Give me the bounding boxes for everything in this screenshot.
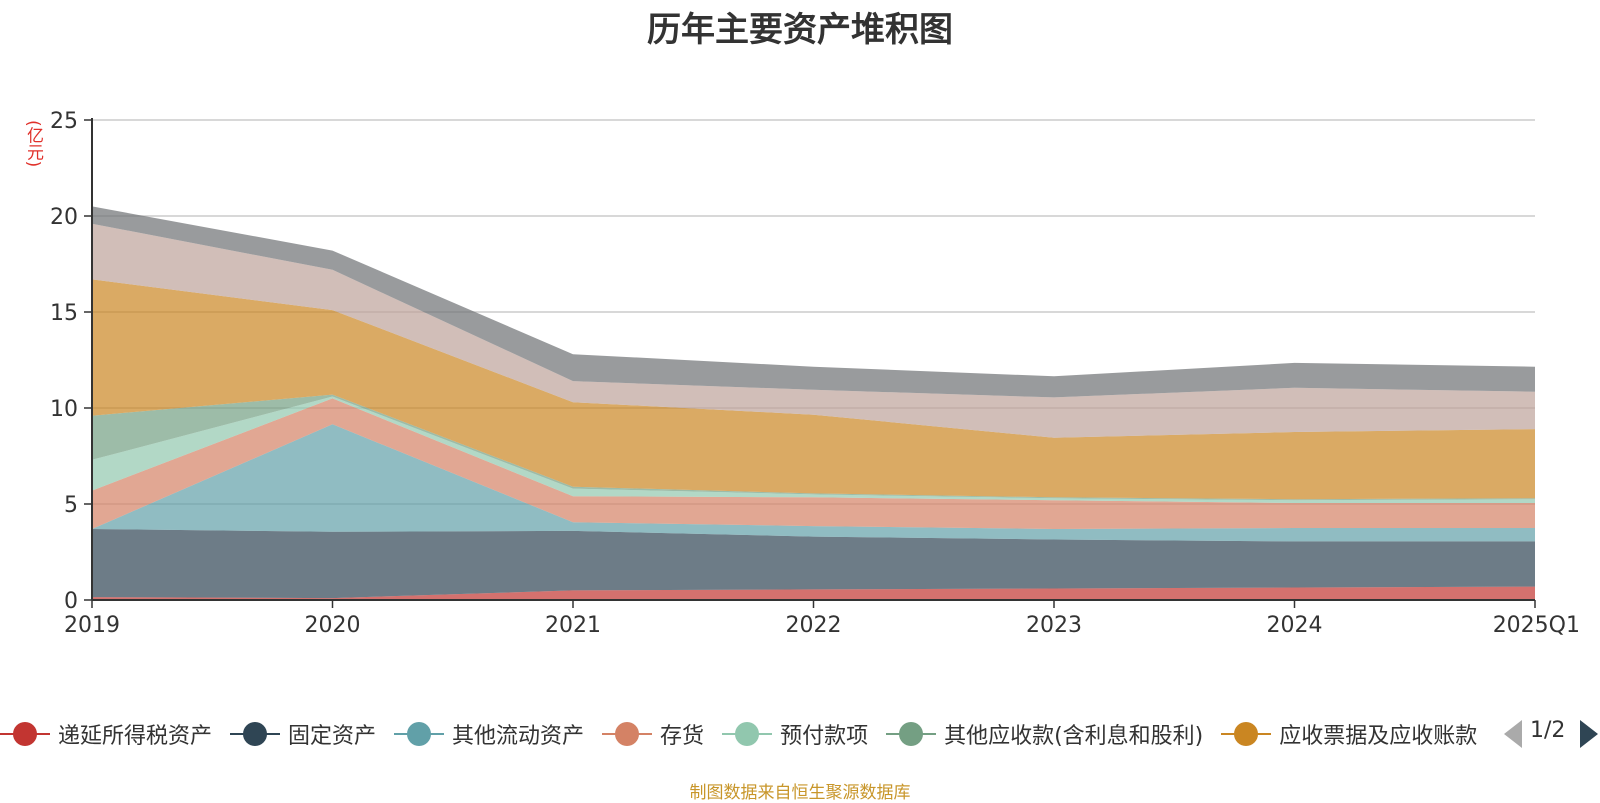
legend-marker-icon bbox=[230, 719, 281, 749]
y-axis-unit: (亿元) bbox=[23, 120, 43, 168]
legend-item[interactable]: 递延所得税资产 bbox=[0, 712, 212, 756]
area-series-3 bbox=[92, 424, 1535, 542]
chart-title: 历年主要资产堆积图 bbox=[647, 10, 953, 50]
area-series-7 bbox=[92, 279, 1535, 500]
area-series-9 bbox=[92, 206, 1535, 398]
stacked-area-chart: 0 5 10 15 20 25 2019 2020 2021 2022 2023 2024 2025Q1 bbox=[50, 109, 1580, 638]
source-note: 制图数据来自恒生聚源数据库 bbox=[689, 783, 911, 803]
legend-label: 递延所得税资产 bbox=[58, 724, 213, 749]
y-tick-label: 20 bbox=[50, 205, 78, 230]
area-series-1 bbox=[92, 586, 1535, 600]
x-tick-label: 2021 bbox=[545, 613, 601, 638]
y-tick-label: 15 bbox=[50, 301, 78, 326]
legend-marker-icon bbox=[0, 719, 50, 749]
x-tick-label: 2024 bbox=[1267, 613, 1323, 638]
legend-item[interactable]: 存货 bbox=[602, 712, 704, 756]
legend-label: 应收票据及应收账款 bbox=[1279, 724, 1478, 749]
legend-label: 其他流动资产 bbox=[452, 724, 585, 749]
area-series-4 bbox=[92, 398, 1535, 529]
x-tick-label: 2022 bbox=[786, 613, 842, 638]
legend: 递延所得税资产 固定资产 其他流动资产 存货 预付款项 其他应收款(含利息和股利) 应收票据… bbox=[0, 712, 1490, 756]
area-layer bbox=[92, 206, 1535, 600]
legend-marker-icon bbox=[602, 719, 653, 749]
legend-item[interactable]: 应收票据及应收账款 bbox=[1221, 712, 1477, 756]
area-series-8 bbox=[92, 223, 1535, 438]
legend-label: 存货 bbox=[660, 724, 705, 749]
area-series-6 bbox=[92, 394, 1535, 501]
x-tick-label: 2023 bbox=[1026, 613, 1082, 638]
legend-item[interactable]: 固定资产 bbox=[230, 712, 376, 756]
y-tick-label: 25 bbox=[50, 109, 78, 134]
legend-item[interactable]: 其他应收款(含利息和股利) bbox=[886, 712, 1203, 756]
area-series-2 bbox=[92, 529, 1535, 599]
x-tick-label: 2019 bbox=[64, 613, 120, 638]
y-tick-label: 0 bbox=[64, 589, 78, 614]
legend-label: 其他应收款(含利息和股利) bbox=[944, 724, 1204, 749]
legend-prev-page-button[interactable] bbox=[1504, 720, 1522, 748]
x-tick-label: 2020 bbox=[305, 613, 361, 638]
y-tick-label: 5 bbox=[64, 493, 78, 518]
legend-marker-icon bbox=[1221, 719, 1272, 749]
legend-pager: 1/2 bbox=[1500, 714, 1600, 754]
axes: 0 5 10 15 20 25 2019 2020 2021 2022 2023 2024 2025Q1 bbox=[50, 109, 1580, 638]
legend-next-page-button[interactable] bbox=[1580, 720, 1598, 748]
y-tick-label: 10 bbox=[50, 397, 78, 422]
legend-marker-icon bbox=[722, 719, 773, 749]
legend-label: 固定资产 bbox=[288, 724, 377, 749]
legend-marker-icon bbox=[886, 719, 937, 749]
legend-item[interactable]: 预付款项 bbox=[722, 712, 868, 756]
legend-marker-icon bbox=[394, 719, 445, 749]
legend-label: 预付款项 bbox=[780, 724, 869, 749]
legend-item[interactable]: 其他流动资产 bbox=[394, 712, 584, 756]
legend-page-indicator: 1/2 bbox=[1530, 718, 1566, 743]
x-tick-label: 2025Q1 bbox=[1493, 613, 1580, 638]
